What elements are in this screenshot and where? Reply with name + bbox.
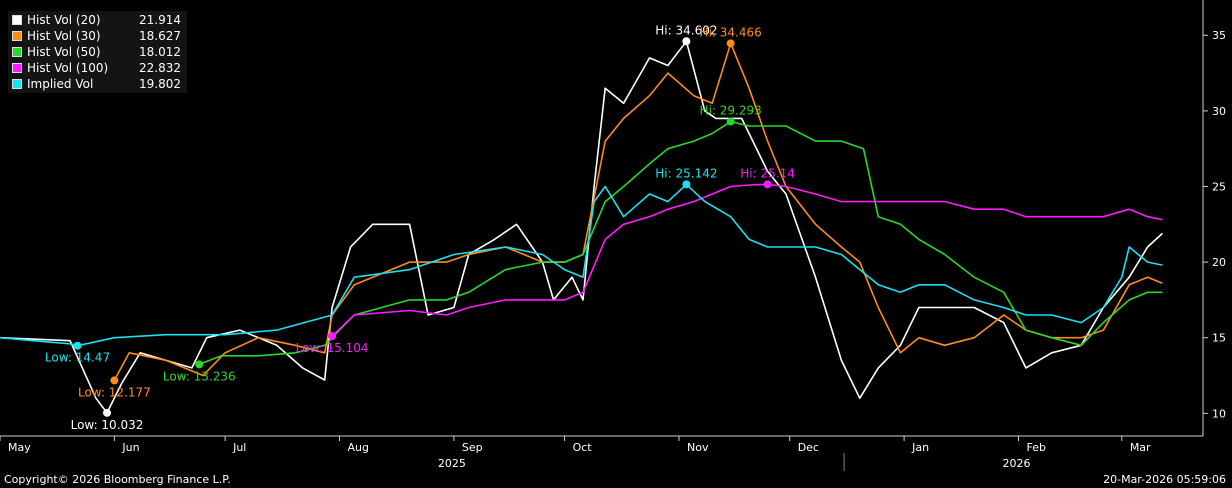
x-tick-label: Jan [911, 441, 929, 454]
legend-series-name: Hist Vol (50) [27, 45, 101, 59]
x-year-label: 2026 [1002, 457, 1030, 470]
series-line-2 [199, 120, 1163, 366]
legend-item: Hist Vol (100) 22.832 [12, 60, 181, 76]
legend-series-value: 22.832 [139, 61, 181, 75]
legend-series-value: 19.802 [139, 77, 181, 91]
x-tick-label: Dec [798, 441, 819, 454]
timestamp-text: 20-Mar-2026 05:59:06 [1103, 473, 1226, 486]
legend-series-name: Hist Vol (100) [27, 61, 109, 75]
annotation-marker [682, 37, 691, 46]
annotation-marker [73, 341, 82, 350]
legend-item: Hist Vol (50) 18.012 [12, 44, 181, 60]
annotation-marker [195, 360, 204, 369]
annotation-label: Hi: 29.293 [700, 104, 762, 118]
legend-item: Implied Vol 19.802 [12, 76, 181, 92]
annotation-marker [328, 332, 337, 341]
annotation-label: Hi: 34.602 [655, 23, 717, 37]
legend-series-value: 18.012 [139, 45, 181, 59]
annotation-marker [110, 376, 119, 385]
series-line-3 [331, 183, 1163, 337]
annotation-label: Hi: 25.142 [655, 166, 717, 180]
annotation-marker [763, 180, 772, 189]
annotation-label: Low: 14.47 [45, 351, 110, 365]
annotation-label: Low: 10.032 [71, 418, 144, 432]
x-tick-label: Mar [1130, 441, 1151, 454]
x-tick-label: May [8, 441, 31, 454]
x-tick-label: Jun [121, 441, 139, 454]
x-tick-label: Feb [1026, 441, 1045, 454]
annotation-marker [726, 39, 735, 48]
legend-swatch [12, 31, 22, 41]
annotation-label: Low: 12.177 [78, 385, 151, 399]
y-tick-label: 10 [1212, 407, 1226, 420]
legend-series-name: Hist Vol (30) [27, 29, 101, 43]
legend-series-name: Hist Vol (20) [27, 13, 101, 27]
legend-swatch [12, 79, 22, 89]
legend-item: Hist Vol (20) 21.914 [12, 12, 181, 28]
series-line-1 [113, 42, 1163, 381]
x-tick-label: Aug [347, 441, 368, 454]
series-line-4 [0, 183, 1163, 347]
legend-swatch [12, 47, 22, 57]
x-tick-label: Jul [232, 441, 246, 454]
legend-swatch [12, 15, 22, 25]
legend-series-value: 18.627 [139, 29, 181, 43]
annotation-label: Low: 15.104 [296, 341, 369, 355]
y-tick-label: 20 [1212, 256, 1226, 269]
x-tick-label: Oct [573, 441, 593, 454]
annotation-label: Low: 13.236 [163, 369, 236, 383]
y-tick-label: 30 [1212, 105, 1226, 118]
x-tick-label: Nov [687, 441, 709, 454]
x-tick-label: Sep [462, 441, 483, 454]
y-tick-label: 25 [1212, 180, 1226, 193]
annotation-marker [103, 408, 112, 417]
annotation-label: Hi: 25.14 [740, 166, 795, 180]
copyright-text: Copyright© 2026 Bloomberg Finance L.P. [4, 473, 231, 486]
legend-item: Hist Vol (30) 18.627 [12, 28, 181, 44]
annotation-label: Hi: 34.466 [700, 25, 762, 39]
legend-series-value: 21.914 [139, 13, 181, 27]
legend: Hist Vol (20) 21.914 Hist Vol (30) 18.627 Hi… [8, 11, 187, 93]
legend-series-name: Implied Vol [27, 77, 94, 91]
annotation-marker [682, 180, 691, 189]
annotation-marker [726, 117, 735, 126]
legend-swatch [12, 63, 22, 73]
y-tick-label: 35 [1212, 29, 1226, 42]
series-line-0 [0, 40, 1163, 414]
x-year-label: 2025 [438, 457, 466, 470]
y-tick-label: 15 [1212, 332, 1226, 345]
